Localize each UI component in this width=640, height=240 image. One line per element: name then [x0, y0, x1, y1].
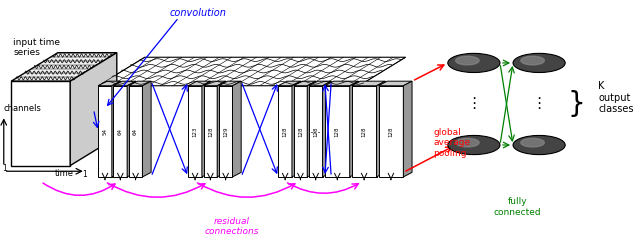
Text: 128: 128	[313, 126, 318, 137]
Polygon shape	[294, 81, 316, 86]
Polygon shape	[351, 86, 376, 177]
Circle shape	[521, 56, 545, 65]
Polygon shape	[129, 81, 151, 86]
Circle shape	[456, 138, 479, 147]
Polygon shape	[112, 81, 120, 177]
Text: channels: channels	[4, 104, 42, 113]
Polygon shape	[378, 81, 412, 86]
Polygon shape	[98, 81, 120, 86]
Text: ⋮: ⋮	[467, 96, 481, 112]
Polygon shape	[325, 81, 358, 86]
Text: 123: 123	[193, 126, 198, 137]
Polygon shape	[98, 57, 406, 86]
Circle shape	[456, 56, 479, 65]
Polygon shape	[98, 86, 112, 177]
Text: 128: 128	[283, 126, 287, 137]
Text: input time
series: input time series	[13, 38, 60, 57]
Polygon shape	[219, 81, 241, 86]
Polygon shape	[323, 81, 332, 177]
Polygon shape	[113, 81, 136, 86]
Polygon shape	[188, 86, 202, 177]
Polygon shape	[232, 81, 241, 177]
Polygon shape	[129, 86, 143, 177]
Text: 1: 1	[82, 170, 87, 179]
Polygon shape	[204, 81, 226, 86]
Polygon shape	[219, 86, 232, 177]
Text: 128: 128	[335, 126, 340, 137]
Text: 64: 64	[133, 128, 138, 135]
Circle shape	[513, 53, 565, 72]
Text: 128: 128	[208, 126, 213, 137]
Polygon shape	[278, 86, 292, 177]
Text: time: time	[54, 169, 74, 178]
Text: global
average
pooling: global average pooling	[433, 128, 470, 158]
Polygon shape	[351, 81, 385, 86]
Polygon shape	[113, 86, 127, 177]
Text: 128: 128	[298, 126, 303, 137]
Text: K
output
classes: K output classes	[598, 81, 634, 114]
Text: 54: 54	[102, 128, 108, 135]
Circle shape	[513, 135, 565, 155]
Polygon shape	[278, 81, 301, 86]
Polygon shape	[12, 81, 70, 166]
Polygon shape	[294, 86, 307, 177]
Text: ...: ...	[310, 123, 321, 136]
Polygon shape	[127, 81, 136, 177]
Circle shape	[448, 135, 500, 155]
Polygon shape	[143, 81, 151, 177]
Polygon shape	[403, 81, 412, 177]
Circle shape	[448, 53, 500, 72]
Polygon shape	[378, 86, 403, 177]
Text: 129: 129	[223, 126, 228, 137]
Text: 128: 128	[362, 126, 367, 137]
Polygon shape	[204, 86, 217, 177]
Text: fully
connected: fully connected	[493, 198, 541, 217]
Text: ⋮: ⋮	[531, 96, 547, 112]
Polygon shape	[376, 81, 385, 177]
Text: 64: 64	[118, 128, 123, 135]
Circle shape	[521, 138, 545, 147]
Polygon shape	[325, 86, 349, 177]
Polygon shape	[217, 81, 226, 177]
Text: 1: 1	[2, 163, 6, 173]
Polygon shape	[188, 81, 211, 86]
Polygon shape	[349, 81, 358, 177]
Text: }: }	[567, 90, 585, 118]
Polygon shape	[292, 81, 301, 177]
Polygon shape	[309, 86, 323, 177]
Polygon shape	[12, 53, 116, 81]
Polygon shape	[70, 53, 116, 166]
Text: 128: 128	[388, 126, 394, 137]
Polygon shape	[307, 81, 316, 177]
Text: residual
connections: residual connections	[204, 217, 259, 236]
Polygon shape	[309, 81, 332, 86]
Text: convolution: convolution	[169, 8, 226, 18]
Polygon shape	[202, 81, 211, 177]
